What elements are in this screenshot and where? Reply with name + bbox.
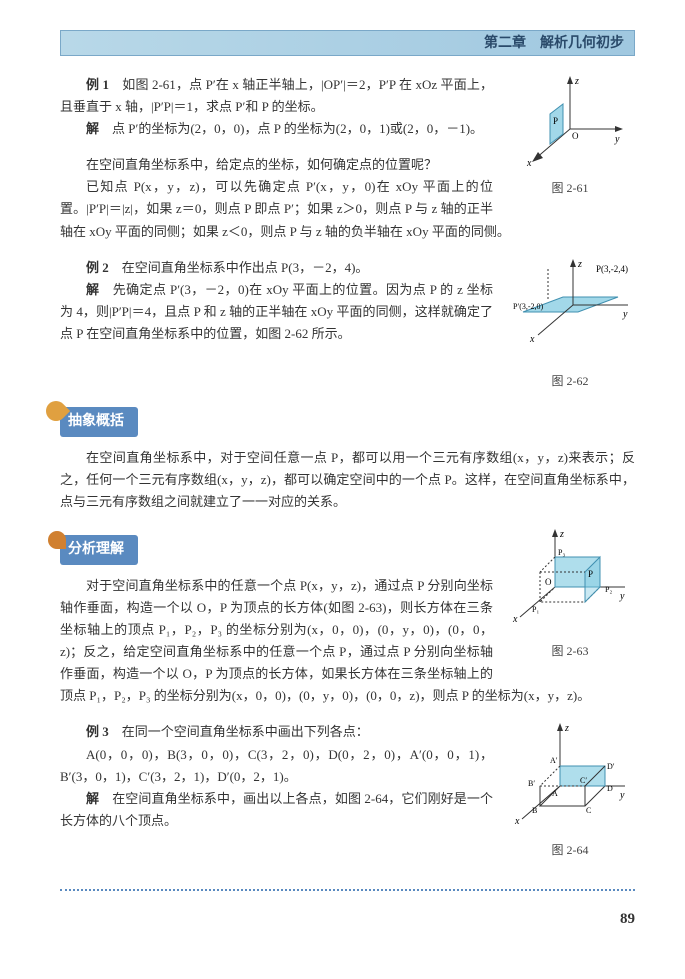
chapter-title: 第二章 解析几何初步 <box>484 36 624 51</box>
figure-caption: 图 2-62 <box>552 374 589 388</box>
figure-2-62: z y x P(3,-2,4) P′(3,-2,0) 图 2-62 <box>505 257 635 391</box>
svg-text:z: z <box>577 259 582 270</box>
svg-text:y: y <box>614 134 620 145</box>
svg-text:y: y <box>622 309 628 320</box>
section-tag-abstract: 抽象概括 <box>60 407 138 437</box>
example-label: 例 2 <box>86 260 109 275</box>
svg-text:O: O <box>572 131 579 141</box>
page-number: 89 <box>60 907 635 933</box>
svg-text:P: P <box>588 569 593 579</box>
cuboid-icon: z y x A D B C A′ D′ B′ C′ <box>510 721 630 836</box>
example-label: 例 1 <box>86 77 109 92</box>
svg-text:z: z <box>559 529 564 540</box>
svg-text:x: x <box>529 334 535 345</box>
page: 第二章 解析几何初步 z y x P O 图 2-61 例 1 如图 2-61，… <box>0 0 685 979</box>
svg-text:x: x <box>526 158 532 169</box>
solution-label: 解 <box>86 791 99 806</box>
svg-text:C: C <box>586 806 591 815</box>
example-label: 例 3 <box>86 724 109 739</box>
svg-text:P₁: P₁ <box>532 605 539 614</box>
solution-label: 解 <box>86 121 99 136</box>
svg-text:x: x <box>514 816 520 827</box>
abstract-block: 在空间直角坐标系中，对于空间任意一点 P，都可以用一个三元有序数组(x，y，z)… <box>60 447 635 513</box>
figure-caption: 图 2-61 <box>552 181 589 195</box>
svg-text:A′: A′ <box>550 756 558 765</box>
svg-text:y: y <box>619 790 625 801</box>
svg-text:P: P <box>553 116 558 126</box>
svg-text:D: D <box>607 784 613 793</box>
cuboid-icon: z y x O P P₂ P₁ P₃ <box>510 527 630 637</box>
svg-text:P(3,-2,4): P(3,-2,4) <box>596 264 628 274</box>
solution-label: 解 <box>86 282 99 297</box>
svg-text:P′(3,-2,0): P′(3,-2,0) <box>513 302 544 311</box>
svg-text:z: z <box>564 723 569 734</box>
svg-text:P₂: P₂ <box>605 585 612 594</box>
svg-text:B′: B′ <box>528 779 535 788</box>
svg-text:B: B <box>532 806 537 815</box>
svg-text:D′: D′ <box>607 762 615 771</box>
svg-text:A: A <box>552 789 558 798</box>
axes-3d-icon: z y x P(3,-2,4) P′(3,-2,0) <box>508 257 633 367</box>
figure-caption: 图 2-63 <box>552 644 589 658</box>
svg-text:y: y <box>619 591 625 602</box>
figure-caption: 图 2-64 <box>552 843 589 857</box>
figure-2-63: z y x O P P₂ P₁ P₃ 图 2-63 <box>505 527 635 661</box>
figure-2-61: z y x P O 图 2-61 <box>505 74 635 198</box>
para: 在空间直角坐标系中，对于空间任意一点 P，都可以用一个三元有序数组(x，y，z)… <box>60 447 635 513</box>
svg-text:P₃: P₃ <box>558 548 565 557</box>
svg-text:x: x <box>512 614 518 625</box>
figure-2-64: z y x A D B C A′ D′ B′ C′ 图 2-64 <box>505 721 635 860</box>
axes-3d-icon: z y x P O <box>515 74 625 174</box>
svg-text:O: O <box>545 577 552 587</box>
chapter-header: 第二章 解析几何初步 <box>60 30 635 56</box>
svg-text:z: z <box>574 76 579 87</box>
section-tag-analysis: 分析理解 <box>60 535 138 565</box>
footer-divider <box>60 889 635 901</box>
svg-text:C′: C′ <box>580 776 587 785</box>
